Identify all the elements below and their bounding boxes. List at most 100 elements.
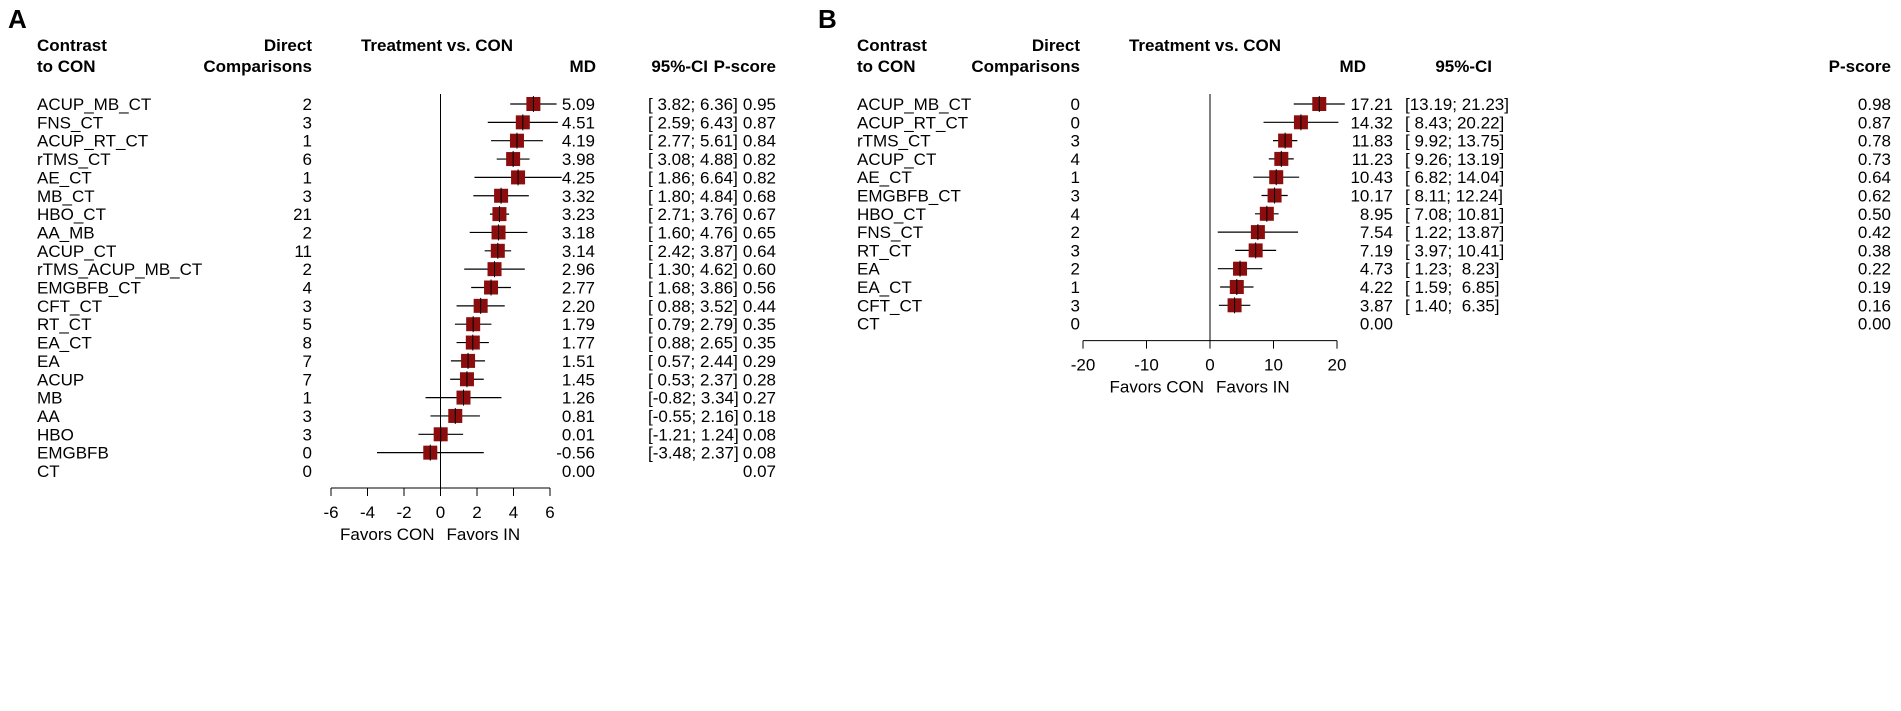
- row-label: EMGBFB: [37, 444, 109, 463]
- row-label: EMGBFB_CT: [37, 279, 141, 298]
- header-contrast: Contrast: [37, 36, 107, 55]
- row-pscore: 0.64: [1858, 168, 1891, 187]
- forest-row: RT_CT 3 7.19 [ 3.97; 10.41] 0.38: [857, 241, 1891, 260]
- x-axis-tick-label: 4: [509, 503, 518, 522]
- forest-row: ACUP_MB_CT 0 17.21 [13.19; 21.23] 0.98: [857, 95, 1891, 114]
- row-label: AA_MB: [37, 223, 95, 242]
- row-ci-value: [-3.48; 2.37]: [648, 444, 739, 463]
- row-label: HBO_CT: [857, 205, 926, 224]
- forest-row: rTMS_CT 6 3.98 [ 3.08; 4.88] 0.82: [37, 150, 776, 169]
- row-direct-count: 4: [1071, 150, 1080, 169]
- row-direct-count: 3: [303, 187, 312, 206]
- row-ci-value: [ 9.92; 13.75]: [1405, 132, 1504, 151]
- row-ci-value: [ 0.57; 2.44]: [648, 352, 738, 371]
- row-direct-count: 3: [303, 113, 312, 132]
- row-direct-count: 1: [1071, 168, 1080, 187]
- row-ci-value: [ 2.77; 5.61]: [648, 132, 738, 151]
- forest-row: HBO_CT 21 3.23 [ 2.71; 3.76] 0.67: [37, 205, 776, 224]
- row-pscore: 0.78: [1858, 132, 1891, 151]
- panel-label: A: [8, 4, 27, 34]
- forest-row: EMGBFB_CT 4 2.77 [ 1.68; 3.86] 0.56: [37, 279, 776, 298]
- row-ci-value: [ 3.08; 4.88]: [648, 150, 738, 169]
- header-direct-line2: Comparisons: [203, 57, 312, 76]
- row-direct-count: 2: [303, 260, 312, 279]
- row-label: AA: [37, 407, 60, 426]
- row-direct-count: 1: [1071, 278, 1080, 297]
- row-md-value: 3.23: [562, 205, 595, 224]
- forest-row: EA_CT 8 1.77 [ 0.88; 2.65] 0.35: [37, 334, 776, 353]
- row-ci-value: [-0.82; 3.34]: [648, 389, 739, 408]
- row-pscore: 0.08: [743, 425, 776, 444]
- x-axis-tick-label: -6: [323, 503, 338, 522]
- row-direct-count: 3: [1071, 296, 1080, 315]
- forest-row: CT 0 0.00 0.07: [37, 462, 776, 481]
- row-ci-value: [ 1.60; 4.76]: [648, 223, 738, 242]
- forest-row: FNS_CT 2 7.54 [ 1.22; 13.87] 0.42: [857, 223, 1891, 242]
- forest-row: ACUP_RT_CT 0 14.32 [ 8.43; 20.22] 0.87: [857, 113, 1891, 132]
- forest-row: AA_MB 2 3.18 [ 1.60; 4.76] 0.65: [37, 223, 776, 242]
- row-label: AE_CT: [857, 168, 912, 187]
- forest-row: AE_CT 1 10.43 [ 6.82; 14.04] 0.64: [857, 168, 1891, 187]
- row-md-value: 14.32: [1350, 113, 1393, 132]
- row-direct-count: 0: [303, 444, 312, 463]
- row-label: RT_CT: [37, 315, 91, 334]
- row-pscore: 0.67: [743, 205, 776, 224]
- row-pscore: 0.35: [743, 334, 776, 353]
- row-md-value: 3.98: [562, 150, 595, 169]
- row-pscore: 0.65: [743, 223, 776, 242]
- row-ci-value: [ 1.68; 3.86]: [648, 279, 738, 298]
- row-direct-count: 1: [303, 132, 312, 151]
- row-label: CT: [857, 315, 880, 334]
- row-label: ACUP_RT_CT: [37, 132, 148, 151]
- row-direct-count: 11: [294, 242, 312, 261]
- row-label: MB: [37, 389, 63, 408]
- row-direct-count: 0: [303, 462, 312, 481]
- row-md-value: 1.79: [562, 315, 595, 334]
- row-ci-value: [ 3.97; 10.41]: [1405, 241, 1504, 260]
- row-pscore: 0.68: [743, 187, 776, 206]
- row-md-value: 11.23: [1352, 150, 1393, 169]
- header-contrast-line2: to CON: [857, 57, 916, 76]
- forest-row: AA 3 0.81 [-0.55; 2.16] 0.18: [37, 407, 776, 426]
- row-label: rTMS_CT: [857, 132, 931, 151]
- row-label: EA: [857, 260, 880, 279]
- forest-row: ACUP 7 1.45 [ 0.53; 2.37] 0.28: [37, 370, 776, 389]
- row-label: CFT_CT: [857, 296, 922, 315]
- panel-label: B: [818, 4, 837, 34]
- row-md-value: 1.51: [562, 352, 595, 371]
- favors-left-label: Favors CON: [340, 525, 434, 544]
- row-md-value: 3.18: [562, 223, 595, 242]
- row-direct-count: 3: [1071, 187, 1080, 206]
- header-direct: Direct: [264, 36, 313, 55]
- row-md-value: 1.45: [562, 370, 595, 389]
- row-direct-count: 3: [303, 407, 312, 426]
- forest-row: CFT_CT 3 2.20 [ 0.88; 3.52] 0.44: [37, 297, 776, 316]
- row-pscore: 0.60: [743, 260, 776, 279]
- row-ci-value: [ 0.88; 3.52]: [648, 297, 738, 316]
- row-direct-count: 2: [303, 95, 312, 114]
- forest-row: FNS_CT 3 4.51 [ 2.59; 6.43] 0.87: [37, 113, 776, 132]
- row-direct-count: 4: [1071, 205, 1080, 224]
- header-contrast-line2: to CON: [37, 57, 96, 76]
- row-md-value: 1.77: [562, 334, 595, 353]
- row-pscore: 0.82: [743, 150, 776, 169]
- forest-row: rTMS_CT 3 11.83 [ 9.92; 13.75] 0.78: [857, 132, 1891, 151]
- row-pscore: 0.00: [1858, 315, 1891, 334]
- row-md-value: 2.77: [562, 279, 595, 298]
- forest-row: ACUP_MB_CT 2 5.09 [ 3.82; 6.36] 0.95: [37, 95, 776, 114]
- row-md-value: 17.21: [1350, 95, 1393, 114]
- row-label: RT_CT: [857, 241, 911, 260]
- forest-row: CFT_CT 3 3.87 [ 1.40; 6.35] 0.16: [857, 296, 1891, 315]
- row-direct-count: 2: [1071, 260, 1080, 279]
- row-ci-value: [ 7.08; 10.81]: [1405, 205, 1504, 224]
- row-direct-count: 4: [303, 279, 312, 298]
- favors-left-label: Favors CON: [1110, 378, 1204, 397]
- row-label: ACUP_CT: [37, 242, 116, 261]
- row-pscore: 0.42: [1858, 223, 1891, 242]
- row-ci-value: [ 0.79; 2.79]: [648, 315, 738, 334]
- forest-row: EMGBFB 0 -0.56 [-3.48; 2.37] 0.08: [37, 444, 776, 463]
- favors-right-label: Favors IN: [1216, 378, 1290, 397]
- row-pscore: 0.19: [1858, 278, 1891, 297]
- row-label: ACUP_MB_CT: [857, 95, 971, 114]
- header-pscore: P-score: [714, 57, 776, 76]
